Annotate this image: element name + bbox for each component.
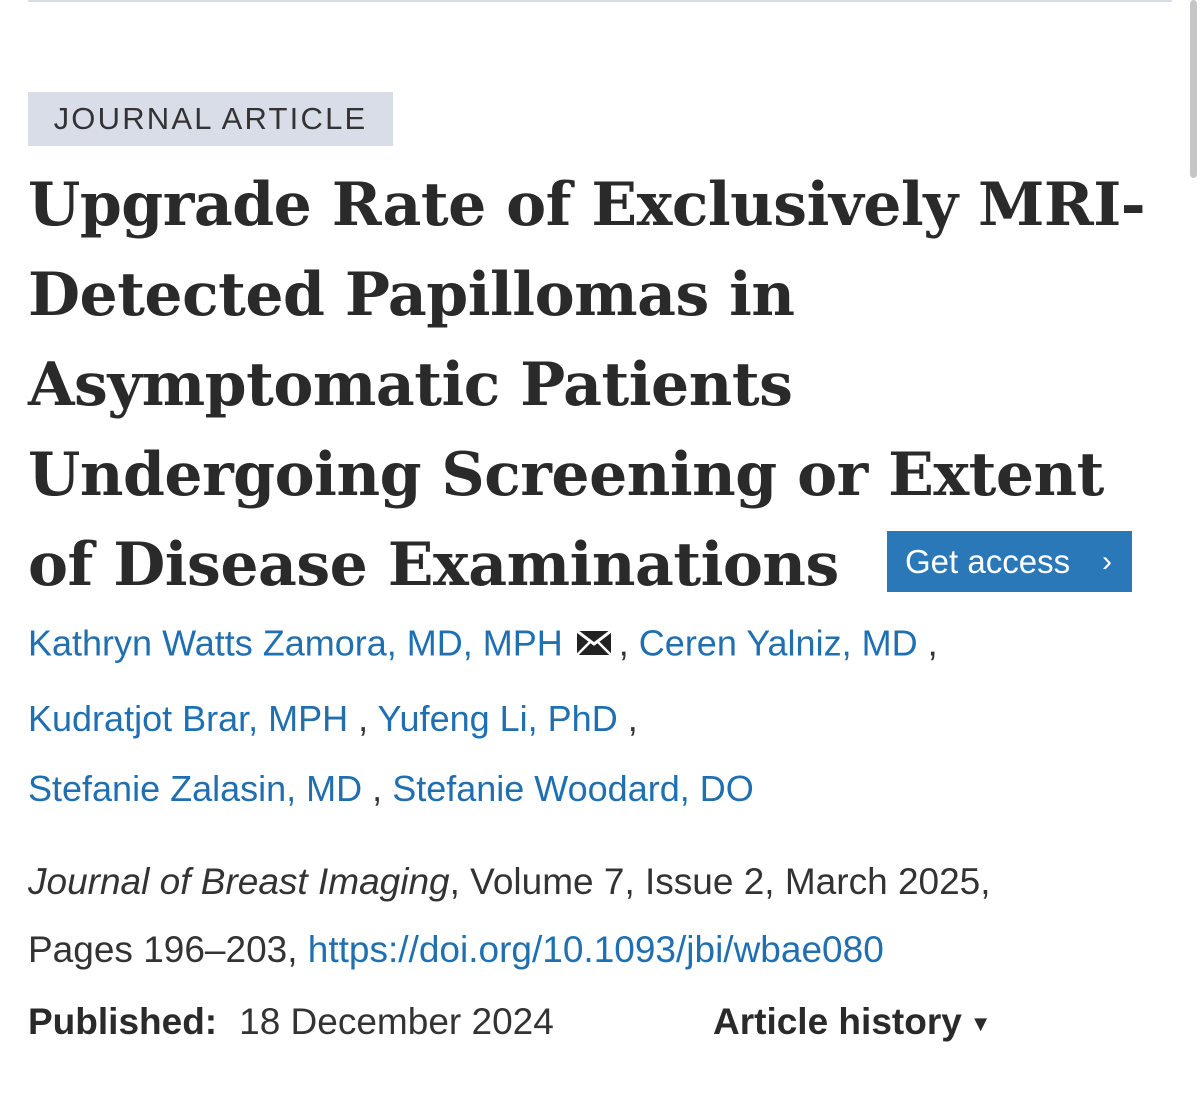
get-access-button[interactable]: Get access ›: [887, 531, 1132, 592]
author-line: Stefanie Zalasin, MD , Stefanie Woodard,…: [28, 754, 1168, 824]
citation-details: , Volume 7, Issue 2, March 2025,: [449, 861, 991, 902]
chevron-right-icon: ›: [1102, 545, 1112, 578]
author-link[interactable]: Yufeng Li, PhD: [377, 698, 618, 739]
article-title: Upgrade Rate of Exclusively MRI- Detecte…: [28, 160, 1148, 610]
author-link[interactable]: Ceren Yalniz, MD: [638, 622, 918, 664]
article-title-line: Upgrade Rate of Exclusively MRI-: [28, 170, 1146, 240]
journal-name: Journal of Breast Imaging: [28, 861, 450, 902]
article-title-line: Undergoing Screening or Extent: [28, 440, 1104, 510]
article-title-line: of Disease Examinations: [28, 530, 839, 600]
author-line: Kudratjot Brar, MPH , Yufeng Li, PhD ,: [28, 684, 1168, 754]
author-line: Kathryn Watts Zamora, MD, MPH, Ceren Yal…: [28, 608, 1168, 684]
author-separator: ,: [927, 622, 938, 664]
published-row: Published: 18 December 2024 Article histo…: [28, 990, 1168, 1054]
article-title-line: Asymptomatic Patients: [28, 350, 793, 420]
article-history-toggle[interactable]: Article history ▼: [713, 990, 992, 1056]
citation-line: Journal of Breast Imaging, Volume 7, Iss…: [28, 848, 1178, 916]
published-date: 18 December 2024: [239, 1001, 554, 1042]
author-link[interactable]: Kathryn Watts Zamora, MD, MPH: [28, 622, 563, 664]
author-link[interactable]: Stefanie Woodard, DO: [392, 768, 754, 809]
citation-pages: Pages 196–203,: [28, 929, 308, 970]
author-separator: ,: [372, 768, 383, 809]
citation-block: Journal of Breast Imaging, Volume 7, Iss…: [28, 848, 1178, 984]
author-list: Kathryn Watts Zamora, MD, MPH, Ceren Yal…: [28, 608, 1168, 824]
get-access-label: Get access: [905, 543, 1071, 580]
top-divider: [28, 0, 1172, 2]
author-separator: ,: [618, 622, 629, 664]
triangle-down-icon: ▼: [969, 1011, 992, 1037]
author-separator: ,: [627, 698, 638, 739]
scrollbar-thumb[interactable]: [1190, 0, 1197, 178]
doi-link[interactable]: https://doi.org/10.1093/jbi/wbae080: [307, 929, 884, 970]
envelope-icon[interactable]: [575, 608, 612, 678]
article-type-badge: JOURNAL ARTICLE: [28, 92, 393, 146]
citation-line: Pages 196–203, https://doi.org/10.1093/j…: [28, 916, 1178, 984]
author-separator: ,: [358, 698, 369, 739]
article-title-line: Detected Papillomas in: [28, 260, 795, 330]
scrollbar[interactable]: [1186, 0, 1200, 1111]
published-label: Published:: [28, 1001, 218, 1042]
author-link[interactable]: Kudratjot Brar, MPH: [28, 698, 349, 739]
article-history-label: Article history: [713, 1001, 962, 1042]
author-link[interactable]: Stefanie Zalasin, MD: [28, 768, 363, 809]
